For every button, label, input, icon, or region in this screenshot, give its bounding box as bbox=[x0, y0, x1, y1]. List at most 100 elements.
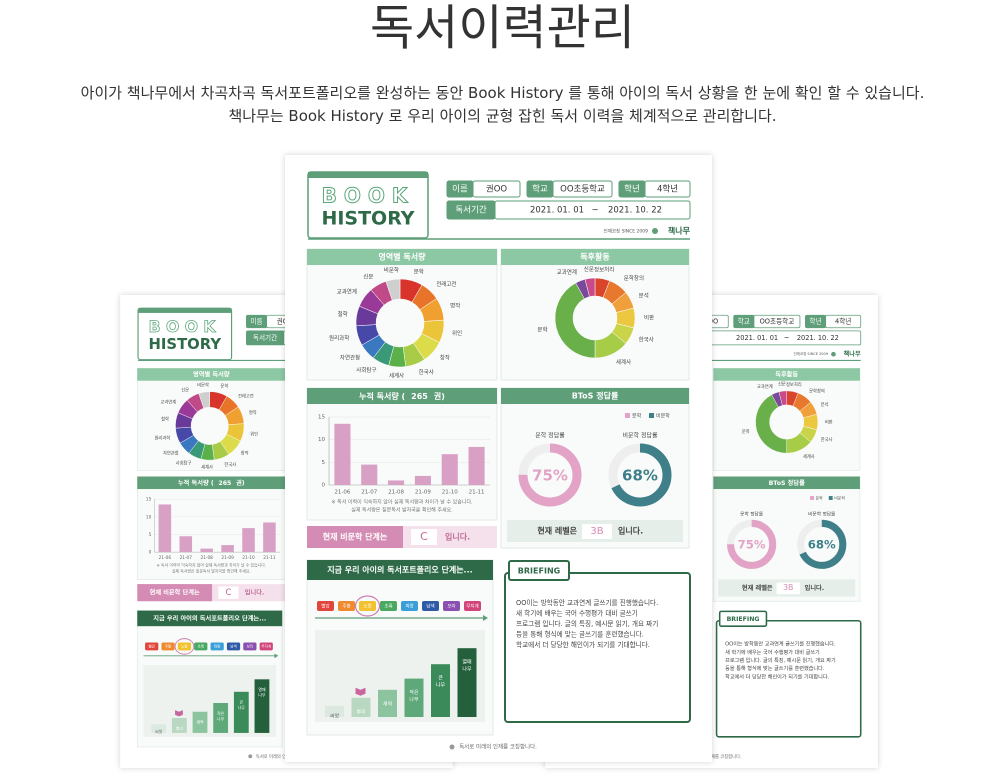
y-tick-label: 5 bbox=[322, 460, 326, 466]
segment-label: 원리과학 bbox=[329, 334, 349, 342]
segment-label: 세계사 bbox=[616, 358, 631, 366]
level-value: C bbox=[225, 588, 231, 598]
briefing-title: BRIEFING bbox=[727, 616, 760, 623]
panel-title: 영역별 독서량 bbox=[193, 370, 230, 378]
panel-header bbox=[501, 388, 689, 404]
x-tick-label: 21-11 bbox=[263, 555, 276, 561]
briefing-line: OO이는 방학동안 교과연계 글쓰기를 진행했습니다. bbox=[516, 598, 658, 607]
level-suffix: 입니다. bbox=[618, 526, 643, 536]
stage-bar bbox=[404, 678, 424, 717]
x-tick-label: 21-10 bbox=[242, 555, 255, 561]
donut-segment bbox=[198, 391, 210, 409]
step-label: 무지개 bbox=[261, 643, 271, 648]
briefing-box bbox=[715, 619, 862, 738]
panel-header bbox=[137, 610, 283, 627]
gauge-label: 비문학 정답률 bbox=[622, 432, 658, 440]
level-prefix: 현재 레벨은 bbox=[742, 584, 773, 592]
segment-label: 명작 bbox=[450, 302, 460, 309]
info-value: 권OO bbox=[277, 317, 294, 325]
segment-label: 신문 bbox=[363, 273, 373, 281]
segment-label: 위인 bbox=[250, 430, 258, 437]
panel-title: 누적 독서량 (265 권) bbox=[359, 391, 445, 401]
briefing-tab bbox=[718, 610, 768, 627]
segment-label: 한국사 bbox=[419, 368, 434, 376]
info-value: OO초등학교 bbox=[760, 316, 795, 325]
x-tick-label: 21-09 bbox=[221, 555, 234, 561]
book-icon bbox=[355, 687, 366, 696]
step-label: 주황 bbox=[342, 603, 350, 610]
logo-bottom: HISTORY bbox=[321, 208, 414, 230]
logo-bottom: HISTORY bbox=[149, 336, 222, 353]
stage-label: 나무 bbox=[217, 716, 225, 721]
donut-segment bbox=[778, 390, 787, 406]
panel-header bbox=[307, 249, 497, 265]
segment-label: 교과연계 bbox=[337, 288, 357, 296]
info-value-box bbox=[753, 314, 801, 329]
panel-title: 지금 우리 아이의 독서포트폴리오 단계는... bbox=[153, 614, 266, 622]
segment-label: 교과연계 bbox=[160, 398, 176, 405]
stage-label: 나무 bbox=[462, 666, 472, 673]
segment-label: 교과연계 bbox=[757, 383, 773, 390]
step-label: 파랑 bbox=[214, 643, 221, 648]
info-label: 학교 bbox=[738, 316, 750, 325]
segment-label: 문학 bbox=[414, 267, 424, 275]
stage-bar bbox=[431, 664, 450, 717]
step-label: 보라 bbox=[247, 643, 254, 648]
y-tick-label: 0 bbox=[322, 483, 326, 489]
x-tick-label: 21-10 bbox=[442, 490, 458, 496]
total-count: 265 bbox=[218, 480, 231, 487]
book-icon bbox=[175, 710, 183, 717]
legend-swatch bbox=[828, 496, 833, 500]
bar bbox=[334, 423, 351, 485]
step-label: 초록 bbox=[384, 604, 392, 610]
stage-bar bbox=[457, 648, 477, 717]
bar bbox=[200, 548, 213, 553]
segment-label: 한국사 bbox=[821, 436, 833, 443]
panel-header bbox=[137, 476, 286, 490]
step-label: 빨강 bbox=[148, 643, 155, 648]
x-tick-label: 21-06 bbox=[159, 555, 172, 561]
info-value-box bbox=[552, 180, 613, 198]
info-value-box bbox=[494, 200, 691, 220]
total-count: 265 bbox=[411, 392, 428, 401]
info-label: 이름 bbox=[452, 184, 468, 195]
step-pill bbox=[194, 642, 208, 651]
level-suffix: 입니다. bbox=[245, 589, 265, 597]
segment-label: 한국사 bbox=[224, 461, 236, 468]
gauge-label: 비문학 정답률 bbox=[808, 510, 836, 517]
donut-segment bbox=[554, 282, 596, 359]
bar bbox=[468, 446, 485, 485]
step-pill bbox=[210, 642, 224, 651]
footer-icon bbox=[248, 754, 253, 759]
segment-label: 문학 bbox=[220, 383, 228, 390]
panel-title: 영역별 독서량 bbox=[379, 252, 427, 262]
info-label: 학년 bbox=[624, 184, 640, 195]
segment-label: 철학 bbox=[338, 310, 348, 318]
period-end: 2021. 10. 22 bbox=[797, 334, 839, 342]
level-box bbox=[582, 524, 612, 539]
footer-text: 독서로 미래의 인재를 코칭합니다. bbox=[459, 743, 537, 751]
briefing-line: OO이는 방학동안 교과연계 글쓰기를 진행했습니다. bbox=[725, 640, 836, 648]
step-pill bbox=[359, 601, 376, 611]
stage-label: 뿌리 bbox=[176, 726, 184, 731]
period-separator: ~ bbox=[591, 206, 598, 216]
step-pill bbox=[317, 601, 334, 611]
segment-label: 교과연계 bbox=[557, 268, 577, 276]
legend-swatch bbox=[649, 413, 654, 418]
logo-band bbox=[308, 172, 428, 178]
panel-header bbox=[713, 476, 860, 490]
briefing-line: 새 학기에 배우는 국어 수행평가 대비 글쓰기 bbox=[516, 609, 638, 618]
stage-label: 새싹 bbox=[383, 700, 393, 707]
step-pill bbox=[145, 642, 159, 651]
legend-swatch bbox=[810, 496, 814, 500]
level-value: 3B bbox=[783, 583, 793, 592]
step-label: 초록 bbox=[198, 643, 205, 648]
brand-icon bbox=[831, 351, 836, 357]
step-label: 남색 bbox=[230, 643, 236, 648]
segment-label: 명작 bbox=[249, 409, 257, 416]
chart-note: ※ 독서 이력이 익숙하지 않아 실제 독서량과 차이가 날 수 있습니다. bbox=[157, 562, 267, 567]
step-pill bbox=[338, 601, 355, 611]
segment-label: 정보처리 bbox=[594, 265, 614, 273]
level-box bbox=[218, 586, 239, 599]
